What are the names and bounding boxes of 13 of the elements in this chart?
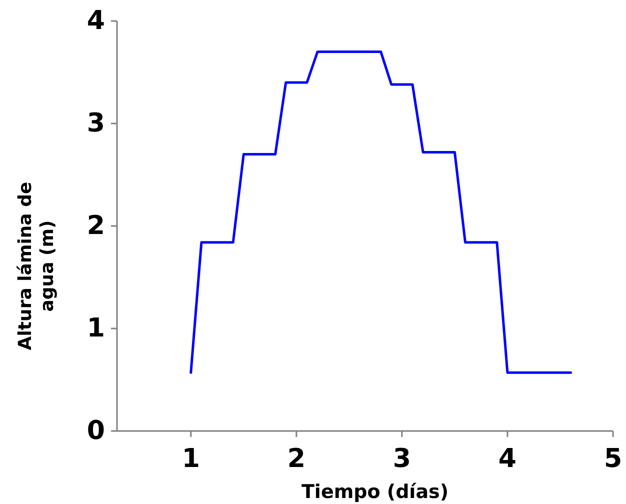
- y-tick-label: 1: [86, 314, 105, 344]
- y-tick-label: 3: [86, 108, 105, 138]
- x-tick-label: 3: [392, 444, 411, 474]
- x-axis-title: Tiempo (días): [301, 481, 449, 503]
- y-tick-label: 0: [86, 416, 105, 446]
- x-tick-label: 4: [498, 444, 517, 474]
- y-tick-label: 2: [86, 211, 105, 241]
- x-tick-label: 1: [182, 444, 200, 474]
- y-axis-title: Altura lámina de agua (m): [15, 182, 58, 350]
- x-tick-label: 2: [287, 444, 306, 474]
- y-tick-label: 4: [86, 6, 105, 36]
- x-tick-label: 5: [604, 444, 622, 474]
- line-series: [190, 50, 572, 374]
